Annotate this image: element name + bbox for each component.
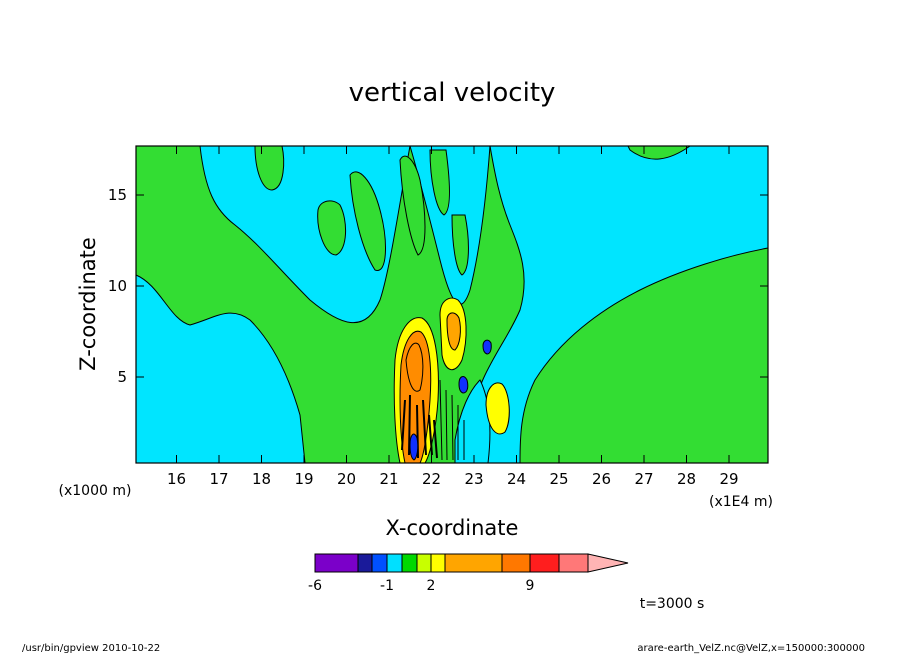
x-tick-label: 27 — [634, 470, 653, 488]
dark-lines-core — [401, 394, 438, 459]
green-fringe-lines — [439, 379, 465, 461]
x-tick-label: 28 — [677, 470, 696, 488]
colorbar-label: 9 — [526, 578, 535, 594]
x-tick-label: 26 — [592, 470, 611, 488]
x-axis-label: X-coordinate — [386, 516, 519, 540]
green-island-3 — [349, 171, 386, 271]
x-tick-label: 25 — [549, 470, 568, 488]
x-tick-label: 29 — [719, 470, 738, 488]
x-axis — [176, 146, 730, 463]
x-tick-label: 24 — [507, 470, 526, 488]
green-island-5 — [429, 149, 450, 216]
x-tick-label: 20 — [337, 470, 356, 488]
blue-downdraft-3 — [482, 339, 492, 355]
colorbar-label: 2 — [427, 578, 436, 594]
green-island-6 — [451, 214, 469, 276]
yellow-lower-right — [485, 382, 510, 435]
red-updraft-inner — [405, 342, 424, 392]
colorbar — [314, 553, 629, 573]
x-tick-label: 22 — [422, 470, 441, 488]
x-tick-label: 21 — [379, 470, 398, 488]
y-tick-label: 15 — [108, 186, 127, 204]
plot-frame — [135, 145, 769, 464]
x-tick-label: 18 — [252, 470, 271, 488]
time-annotation: t=3000 s — [640, 596, 705, 612]
colorbar-label: -1 — [380, 578, 394, 594]
green-island-1 — [254, 145, 285, 191]
cyan-left-region — [135, 274, 306, 464]
chart-title: vertical velocity — [349, 78, 556, 108]
footer-left: /usr/bin/gpview 2010-10-22 — [22, 643, 160, 654]
x-tick-label: 23 — [464, 470, 483, 488]
green-island-4 — [399, 155, 426, 256]
x-unit-label: (x1E4 m) — [709, 494, 773, 510]
colorbar-label: -6 — [308, 578, 322, 594]
footer-right: arare-earth_VelZ.nc@VelZ,x=150000:300000 — [637, 643, 865, 654]
x-tick-label: 16 — [167, 470, 186, 488]
plot-area — [135, 145, 769, 464]
x-tick-label: 19 — [294, 470, 313, 488]
blue-downdraft-2 — [458, 376, 469, 394]
orange-updraft-upper — [446, 312, 461, 351]
y-tick-label: 10 — [108, 277, 127, 295]
y-axis — [136, 194, 768, 378]
y-tick-label: 5 — [117, 368, 127, 386]
blue-downdraft-1 — [409, 433, 419, 461]
z-unit-label: (x1000 m) — [59, 483, 132, 499]
y-axis-label: Z-coordinate — [76, 237, 100, 371]
green-island-2 — [317, 200, 346, 256]
x-tick-label: 17 — [209, 470, 228, 488]
